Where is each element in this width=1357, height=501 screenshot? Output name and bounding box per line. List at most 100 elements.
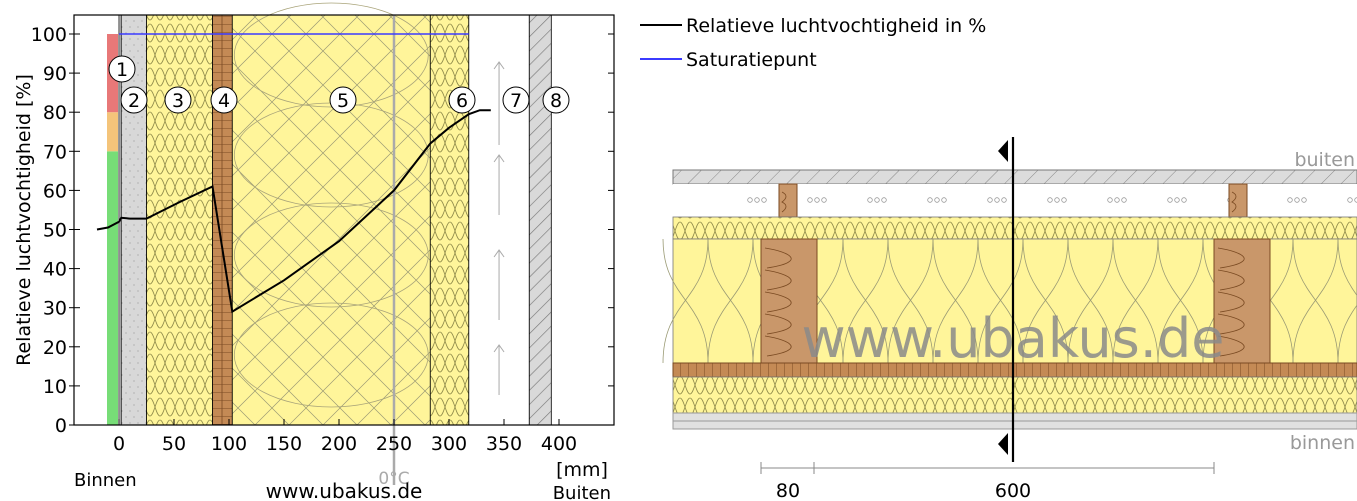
stud-grain — [1217, 247, 1245, 269]
layer-number-circle — [329, 86, 357, 114]
air-gap-dot — [1047, 197, 1053, 203]
layer-number: 1 — [116, 59, 128, 81]
inside-label: Binnen — [74, 470, 137, 491]
section-arrow-top — [998, 140, 1008, 162]
layer-2 — [120, 14, 147, 426]
watermark: www.ubakus.de — [266, 479, 423, 501]
dimension-label-2: 600 — [995, 480, 1031, 501]
stud-grain — [764, 335, 792, 357]
air-gap-dot — [934, 197, 940, 203]
air-gap-dot — [1121, 197, 1127, 203]
comfort-band-1 — [107, 112, 118, 152]
air-gap-dot — [941, 197, 947, 203]
layer-5 — [231, 14, 431, 426]
plot-frame — [73, 14, 615, 426]
layer-number: 7 — [510, 90, 522, 112]
y-axis-label: Relatieve luchtvochtigheid [%] — [13, 74, 35, 366]
chart-axes — [69, 14, 615, 485]
dimension-label-1: 80 — [776, 480, 800, 501]
air-gap-dot — [927, 197, 933, 203]
air-gap-dot — [1287, 197, 1293, 203]
layer-8 — [528, 14, 552, 426]
air-gap-dot — [807, 197, 813, 203]
x-tick-label: 250 — [376, 433, 412, 455]
air-gap-dot — [874, 197, 880, 203]
layer-number: 3 — [172, 90, 184, 112]
x-tick-label: 100 — [211, 433, 247, 455]
stud-grain — [764, 247, 792, 269]
air-gap-dot — [987, 197, 993, 203]
air-gap-dot — [881, 197, 887, 203]
air-gap — [673, 184, 1357, 217]
air-gap-dot — [1054, 197, 1060, 203]
insulation-loop — [233, 202, 429, 308]
layer-number: 4 — [218, 90, 230, 112]
legend-label: Saturatiepunt — [686, 49, 817, 71]
insulation-curve — [662, 238, 709, 364]
y-tick-label: 30 — [43, 298, 67, 320]
x-tick-label: 200 — [321, 433, 357, 455]
layer-number-circle — [542, 86, 570, 114]
x-tick-label: 400 — [541, 433, 577, 455]
y-tick-label: 0 — [55, 415, 67, 437]
layer-number-circle — [502, 86, 530, 114]
section-arrow-bottom — [998, 433, 1008, 455]
stud-grain — [764, 313, 792, 335]
layer-number-circle — [164, 86, 192, 114]
insulation-strip-top — [672, 216, 1357, 240]
air-gap-dot — [1114, 197, 1120, 203]
airflow-arrowhead — [493, 249, 505, 258]
layer-number-circle — [448, 86, 476, 114]
y-tick-label: 100 — [31, 24, 67, 46]
airflow-arrowhead — [493, 61, 505, 70]
layer-number: 6 — [456, 90, 468, 112]
batten-grain — [1231, 191, 1237, 213]
stud-grain — [1217, 269, 1245, 291]
x-tick-label: 300 — [431, 433, 467, 455]
insulation-curve — [707, 238, 754, 364]
air-gap-dot — [1061, 197, 1067, 203]
insulation-curve — [1022, 238, 1069, 364]
insulation-curve — [1157, 238, 1204, 364]
x-tick-label: 150 — [266, 433, 302, 455]
air-gap-dot — [1167, 197, 1173, 203]
inner-board-2 — [672, 420, 1357, 430]
airflow-arrowhead — [493, 344, 505, 353]
insulation-curve — [1112, 238, 1159, 364]
chart-series — [96, 33, 491, 314]
layer-number-circle — [120, 86, 148, 114]
insulation-curve — [1337, 238, 1357, 297]
y-tick-label: 20 — [43, 337, 67, 359]
layer-6 — [429, 14, 470, 426]
insulation-curve — [932, 238, 979, 364]
air-gap-dot — [1174, 197, 1180, 203]
stud-grain — [1217, 291, 1245, 313]
timber-stud — [1213, 238, 1271, 364]
air-gap-dot — [994, 197, 1000, 203]
insulation-curve — [887, 238, 934, 364]
comfort-band-0 — [107, 151, 118, 426]
layer-number: 8 — [550, 90, 562, 112]
layer-number: 2 — [128, 90, 140, 112]
x-tick-label: 50 — [162, 433, 186, 455]
batten — [778, 183, 798, 218]
y-tick-label: 70 — [43, 141, 67, 163]
insulation-curve — [1292, 238, 1339, 364]
chart-labels: 0 10 20 30 40 50 60 70 80 90 100 0 50 100 150 200 250 300… — [13, 15, 986, 501]
top-board — [672, 169, 1357, 185]
y-tick-label: 80 — [43, 102, 67, 124]
airflow-arrowhead — [493, 154, 505, 163]
layer-number-circle — [108, 55, 136, 83]
x-tick-label: 0 — [113, 433, 125, 455]
stud-grain — [764, 269, 792, 291]
y-tick-label: 40 — [43, 259, 67, 281]
layer-number: 5 — [337, 90, 349, 112]
insulation-curve — [1067, 238, 1114, 364]
insulation-loop — [233, 2, 429, 108]
air-gap-dot — [1181, 197, 1187, 203]
stud-grain — [1217, 335, 1245, 357]
insulation-loop — [233, 302, 429, 408]
legend-label: Relatieve luchtvochtigheid in % — [686, 15, 986, 37]
